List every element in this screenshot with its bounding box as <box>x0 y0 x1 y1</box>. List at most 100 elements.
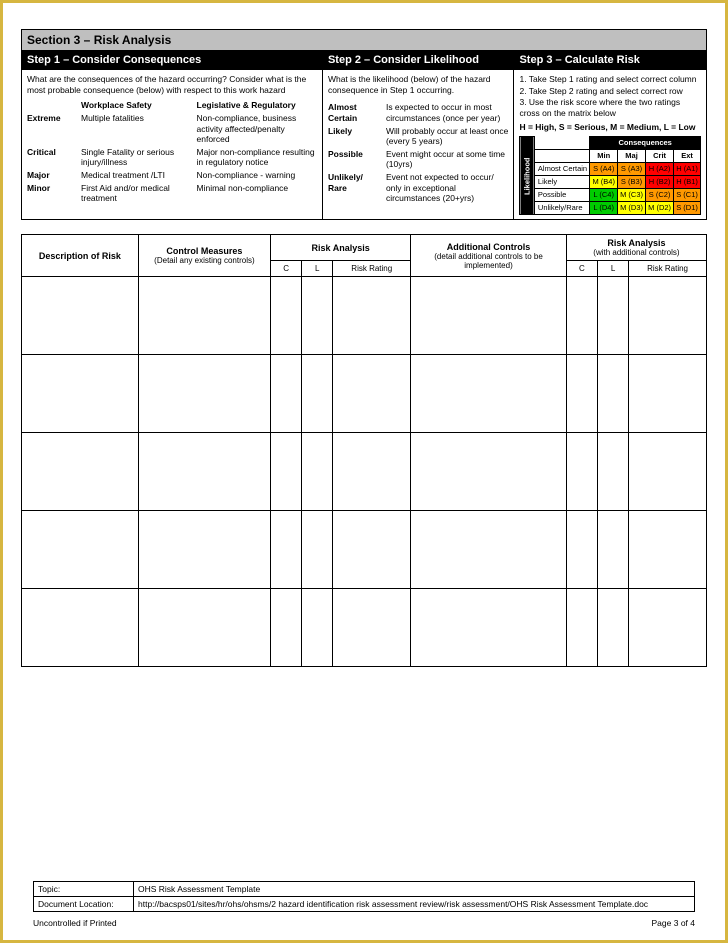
conseq-intro: What are the consequences of the hazard … <box>27 74 317 95</box>
subcol-c2: C <box>566 261 597 277</box>
matrix-likelihood-label: Likelihood <box>520 137 534 215</box>
entry-cell[interactable] <box>333 511 411 589</box>
matrix-cell: M (D2) <box>646 202 674 215</box>
entry-cell[interactable] <box>597 355 628 433</box>
topic-value: OHS Risk Assessment Template <box>134 882 695 897</box>
entry-cell[interactable] <box>629 355 707 433</box>
entry-cell[interactable] <box>22 355 139 433</box>
consequence-table: Workplace Safety Legislative & Regulator… <box>27 99 317 205</box>
conseq-lr: Minimal non-compliance <box>197 182 317 205</box>
entry-cell[interactable] <box>302 589 333 667</box>
matrix-rowlabel: Likely <box>534 176 589 189</box>
entry-cell[interactable] <box>566 433 597 511</box>
entry-cell[interactable] <box>302 355 333 433</box>
entry-cell[interactable] <box>333 355 411 433</box>
subcol-l: L <box>302 261 333 277</box>
entry-cell[interactable] <box>333 433 411 511</box>
page-footer: Uncontrolled if Printed Page 3 of 4 <box>33 918 695 928</box>
entry-cell[interactable] <box>411 589 567 667</box>
subcol-rating2: Risk Rating <box>629 261 707 277</box>
entry-cell[interactable] <box>271 511 302 589</box>
entry-cell[interactable] <box>629 511 707 589</box>
entry-cell[interactable] <box>411 511 567 589</box>
entry-cell[interactable] <box>411 355 567 433</box>
conseq-level: Major <box>27 169 75 182</box>
consequences-guide: What are the consequences of the hazard … <box>22 70 323 219</box>
subcol-c: C <box>271 261 302 277</box>
entry-cell[interactable] <box>22 433 139 511</box>
entry-cell[interactable] <box>138 433 270 511</box>
matrix-cell: S (A3) <box>618 163 646 176</box>
entry-cell[interactable] <box>566 589 597 667</box>
entry-cell[interactable] <box>271 277 302 355</box>
lr-header: Legislative & Regulatory <box>197 99 317 112</box>
entry-cell[interactable] <box>411 433 567 511</box>
matrix-cell: M (C3) <box>618 189 646 202</box>
entry-cell[interactable] <box>302 433 333 511</box>
col-additional: Additional Controls (detail additional c… <box>411 235 567 277</box>
entry-cell[interactable] <box>566 511 597 589</box>
subcol-l2: L <box>597 261 628 277</box>
matrix-cell: S (D1) <box>674 202 701 215</box>
matrix-rowlabel: Unlikely/Rare <box>534 202 589 215</box>
entry-cell[interactable] <box>302 277 333 355</box>
entry-cell[interactable] <box>22 589 139 667</box>
entry-cell[interactable] <box>597 433 628 511</box>
entry-cell[interactable] <box>629 433 707 511</box>
entry-cell[interactable] <box>22 277 139 355</box>
entry-cell[interactable] <box>629 277 707 355</box>
doc-info-table: Topic: OHS Risk Assessment Template Docu… <box>33 881 695 912</box>
matrix-cell: H (A2) <box>646 163 674 176</box>
like-desc: Will probably occur at least once (every… <box>386 125 509 148</box>
entry-cell[interactable] <box>302 511 333 589</box>
conseq-level: Minor <box>27 182 75 205</box>
entry-cell[interactable] <box>333 589 411 667</box>
matrix-col: Ext <box>674 150 701 163</box>
conseq-lr: Non-compliance - warning <box>197 169 317 182</box>
conseq-level: Extreme <box>27 112 75 146</box>
entry-cell[interactable] <box>22 511 139 589</box>
entry-cell[interactable] <box>597 277 628 355</box>
matrix-rowlabel: Possible <box>534 189 589 202</box>
guidance-row: What are the consequences of the hazard … <box>21 70 707 220</box>
matrix-row: Likely M (B4) S (B3) H (B2) H (B1) <box>520 176 701 189</box>
entry-cell[interactable] <box>138 277 270 355</box>
entry-cell[interactable] <box>333 277 411 355</box>
entry-cell[interactable] <box>271 355 302 433</box>
entry-cell[interactable] <box>138 511 270 589</box>
entry-cell[interactable] <box>411 277 567 355</box>
like-desc: Event not expected to occur/ only in exc… <box>386 171 509 205</box>
likelihood-guide: What is the likelihood (below) of the ha… <box>323 70 515 219</box>
calc-steps: 1. Take Step 1 rating and select correct… <box>519 74 701 119</box>
matrix-cell: H (B2) <box>646 176 674 189</box>
entry-cell[interactable] <box>271 589 302 667</box>
entry-cell[interactable] <box>138 589 270 667</box>
matrix-row: Unlikely/Rare L (D4) M (D3) M (D2) S (D1… <box>520 202 701 215</box>
conseq-lr: Major non-compliance resulting in regula… <box>197 146 317 169</box>
calc-step: 2. Take Step 2 rating and select correct… <box>519 86 701 97</box>
matrix-rowlabel: Almost Certain <box>534 163 589 176</box>
entry-cell[interactable] <box>566 355 597 433</box>
entry-cell[interactable] <box>629 589 707 667</box>
entry-cell[interactable] <box>271 433 302 511</box>
col-risk2-title: Risk Analysis <box>571 238 702 248</box>
entry-cell[interactable] <box>138 355 270 433</box>
footer-right: Page 3 of 4 <box>652 918 695 928</box>
entry-cell[interactable] <box>566 277 597 355</box>
entry-cell[interactable] <box>597 589 628 667</box>
risk-matrix: Likelihood Consequences Min Maj Crit Ext… <box>519 136 701 215</box>
matrix-cell: S (C1) <box>674 189 701 202</box>
conseq-lr: Non-compliance, business activity affect… <box>197 112 317 146</box>
step3-header: Step 3 – Calculate Risk <box>514 51 706 69</box>
like-level: Almost Certain <box>328 101 380 124</box>
col-risk2: Risk Analysis (with additional controls) <box>566 235 706 261</box>
matrix-cell: L (C4) <box>590 189 618 202</box>
col-desc: Description of Risk <box>22 235 139 277</box>
entry-cell[interactable] <box>597 511 628 589</box>
risk-entry-table: Description of Risk Control Measures (De… <box>21 234 707 667</box>
matrix-cell: S (A4) <box>590 163 618 176</box>
col-risk: Risk Analysis <box>271 235 411 261</box>
col-control-title: Control Measures <box>143 246 266 256</box>
section-title: Section 3 – Risk Analysis <box>21 29 707 51</box>
like-level: Unlikely/ Rare <box>328 171 380 205</box>
